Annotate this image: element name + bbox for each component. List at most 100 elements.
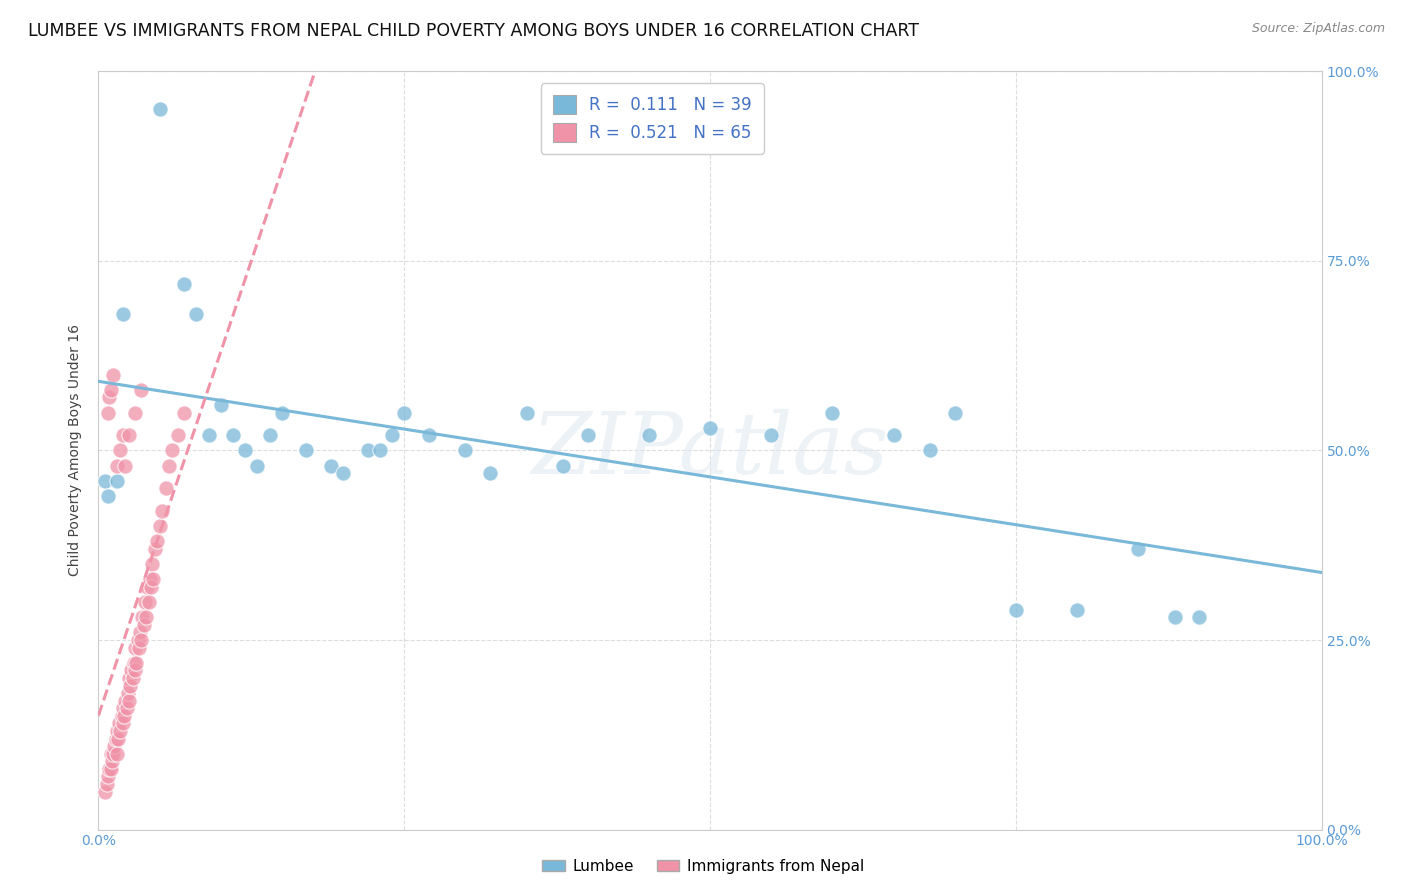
Lumbee: [943, 405, 966, 420]
Immigrants from Nepal: [138, 595, 160, 609]
Immigrants from Nepal: [142, 573, 165, 587]
Immigrants from Nepal: [124, 664, 146, 678]
Immigrants from Nepal: [141, 557, 163, 572]
Immigrants from Nepal: [139, 573, 162, 587]
Lumbee: [97, 489, 120, 503]
Legend: R =  0.111   N = 39, R =  0.521   N = 65: R = 0.111 N = 39, R = 0.521 N = 65: [541, 84, 763, 153]
Immigrants from Nepal: [129, 625, 152, 640]
Immigrants from Nepal: [114, 694, 136, 708]
Lumbee: [576, 428, 599, 442]
Immigrants from Nepal: [127, 633, 149, 648]
Immigrants from Nepal: [112, 708, 135, 723]
Immigrants from Nepal: [149, 519, 172, 533]
Lumbee: [332, 467, 354, 481]
Immigrants from Nepal: [157, 458, 180, 473]
Immigrants from Nepal: [120, 678, 142, 692]
Immigrants from Nepal: [101, 755, 124, 769]
Immigrants from Nepal: [120, 664, 142, 678]
Lumbee: [356, 443, 378, 458]
Immigrants from Nepal: [122, 656, 145, 670]
Lumbee: [392, 405, 416, 420]
Immigrants from Nepal: [100, 762, 122, 776]
Immigrants from Nepal: [128, 640, 150, 655]
Lumbee: [478, 467, 501, 481]
Lumbee: [920, 443, 942, 458]
Lumbee: [699, 421, 721, 435]
Immigrants from Nepal: [118, 428, 141, 442]
Immigrants from Nepal: [111, 701, 134, 715]
Immigrants from Nepal: [146, 534, 169, 549]
Immigrants from Nepal: [97, 405, 120, 420]
Immigrants from Nepal: [129, 383, 152, 397]
Lumbee: [381, 428, 404, 442]
Lumbee: [1188, 610, 1211, 624]
Immigrants from Nepal: [101, 368, 124, 382]
Immigrants from Nepal: [143, 542, 166, 557]
Immigrants from Nepal: [124, 405, 146, 420]
Immigrants from Nepal: [105, 747, 128, 761]
Immigrants from Nepal: [134, 595, 156, 609]
Immigrants from Nepal: [139, 580, 162, 594]
Lumbee: [149, 103, 172, 117]
Lumbee: [761, 428, 783, 442]
Immigrants from Nepal: [108, 716, 131, 731]
Immigrants from Nepal: [98, 391, 121, 405]
Y-axis label: Child Poverty Among Boys Under 16: Child Poverty Among Boys Under 16: [69, 325, 83, 576]
Immigrants from Nepal: [173, 405, 195, 420]
Lumbee: [93, 474, 115, 488]
Immigrants from Nepal: [96, 777, 118, 791]
Immigrants from Nepal: [117, 686, 139, 700]
Lumbee: [259, 428, 281, 442]
Immigrants from Nepal: [101, 747, 124, 761]
Lumbee: [209, 398, 232, 412]
Lumbee: [197, 428, 219, 442]
Lumbee: [515, 405, 537, 420]
Lumbee: [233, 443, 256, 458]
Lumbee: [319, 458, 342, 473]
Lumbee: [246, 458, 269, 473]
Immigrants from Nepal: [110, 443, 132, 458]
Immigrants from Nepal: [132, 617, 155, 632]
Immigrants from Nepal: [114, 458, 136, 473]
Immigrants from Nepal: [111, 708, 134, 723]
Immigrants from Nepal: [129, 633, 152, 648]
Immigrants from Nepal: [135, 610, 157, 624]
Immigrants from Nepal: [100, 383, 122, 397]
Immigrants from Nepal: [136, 580, 159, 594]
Lumbee: [111, 307, 134, 321]
Lumbee: [1066, 603, 1088, 617]
Lumbee: [270, 405, 294, 420]
Lumbee: [883, 428, 905, 442]
Lumbee: [173, 277, 195, 291]
Immigrants from Nepal: [160, 443, 183, 458]
Lumbee: [454, 443, 477, 458]
Lumbee: [418, 428, 440, 442]
Text: Source: ZipAtlas.com: Source: ZipAtlas.com: [1251, 22, 1385, 36]
Lumbee: [821, 405, 844, 420]
Immigrants from Nepal: [104, 731, 127, 746]
Lumbee: [1004, 603, 1026, 617]
Immigrants from Nepal: [124, 640, 146, 655]
Lumbee: [368, 443, 391, 458]
Immigrants from Nepal: [93, 785, 115, 799]
Lumbee: [1128, 542, 1150, 557]
Immigrants from Nepal: [131, 610, 153, 624]
Immigrants from Nepal: [111, 716, 134, 731]
Immigrants from Nepal: [111, 428, 134, 442]
Lumbee: [1164, 610, 1187, 624]
Immigrants from Nepal: [105, 458, 128, 473]
Immigrants from Nepal: [97, 769, 120, 784]
Immigrants from Nepal: [100, 747, 122, 761]
Immigrants from Nepal: [167, 428, 190, 442]
Immigrants from Nepal: [110, 724, 132, 739]
Immigrants from Nepal: [125, 656, 148, 670]
Immigrants from Nepal: [155, 482, 177, 496]
Immigrants from Nepal: [98, 762, 121, 776]
Immigrants from Nepal: [118, 671, 141, 685]
Lumbee: [637, 428, 661, 442]
Lumbee: [295, 443, 318, 458]
Lumbee: [105, 474, 128, 488]
Immigrants from Nepal: [115, 701, 138, 715]
Immigrants from Nepal: [150, 504, 173, 518]
Lumbee: [222, 428, 245, 442]
